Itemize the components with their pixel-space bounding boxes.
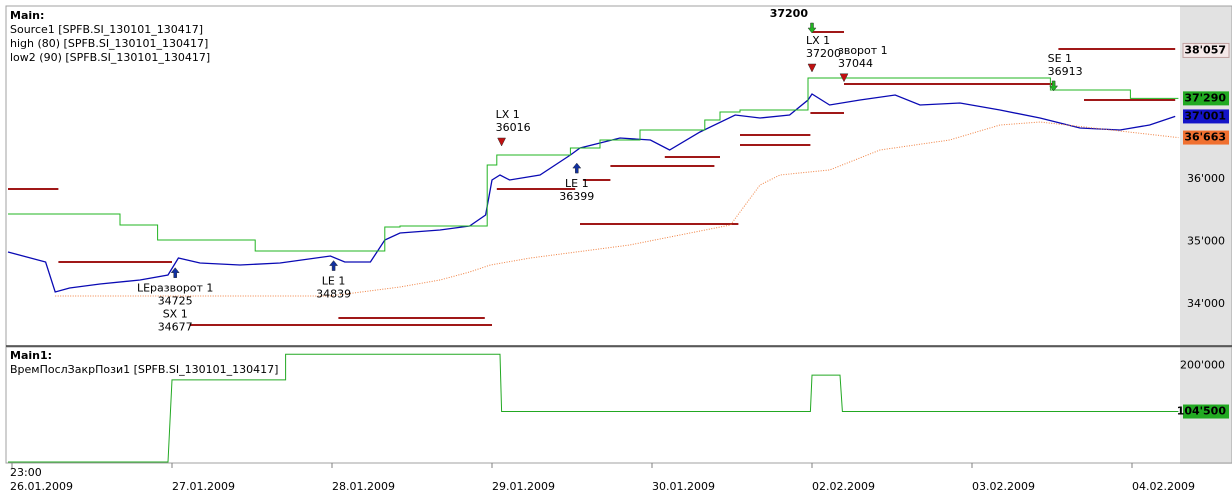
series-line <box>8 353 1179 463</box>
price-label-box <box>1183 91 1229 106</box>
price-label: 37'001 <box>1184 109 1226 122</box>
signal-label: LE 1 <box>322 275 346 288</box>
price-label: 36'663 <box>1184 131 1226 144</box>
signal-arrow <box>807 22 817 34</box>
x-tick-label: 04.02.2009 <box>1132 480 1195 493</box>
series-line <box>7 93 1176 293</box>
price-axis-panel <box>1180 6 1232 464</box>
price-label: 104'500 <box>1177 405 1227 418</box>
x-tick-label: 30.01.2009 <box>652 480 715 493</box>
price-label-box <box>1183 130 1229 145</box>
signal-arrow <box>572 162 582 174</box>
signal-label: зворот 1 <box>838 44 888 57</box>
signal-arrow <box>839 73 849 83</box>
panel-title: Main1: <box>10 349 52 362</box>
plot <box>7 22 1179 463</box>
labels: 34'000 35'000 36'000 Source1 [SPFB.SI_13010… <box>10 7 1230 493</box>
signal-arrow <box>1049 80 1059 92</box>
x-tick-label: 29.01.2009 <box>492 480 555 493</box>
x-tick-label: 28.01.2009 <box>332 480 395 493</box>
signal-arrow <box>807 63 817 73</box>
x-tick-label: 03.02.2009 <box>972 480 1035 493</box>
signal-label: LE 1 <box>565 177 589 190</box>
price-label-box <box>1183 404 1229 419</box>
signal-label: LEразворот 1 <box>137 282 213 295</box>
signal-label: 36016 <box>496 121 531 134</box>
signal-label: 36399 <box>559 190 594 203</box>
legend-entry: low2 (90) [SPFB.SI_130101_130417] <box>10 51 210 64</box>
lower-panel-frame <box>5 346 1232 464</box>
signal-label: 36913 <box>1048 65 1083 78</box>
legend-entry: ВремПослЗакрПози1 [SPFB.SI_130101_130417… <box>10 363 278 376</box>
legend-entry: high (80) [SPFB.SI_130101_130417] <box>10 37 208 50</box>
x-tick-label: 02.02.2009 <box>812 480 875 493</box>
x-tick-label: 26.01.2009 <box>10 480 73 493</box>
signal-label: 34677 <box>158 321 193 334</box>
signal-label: SE 1 <box>1048 52 1072 65</box>
signal-label: 37200 <box>770 7 809 20</box>
y-tick-label: 200'000 <box>1180 358 1225 371</box>
signal-arrow <box>497 137 507 147</box>
y-tick-label: 34'000 <box>1187 297 1225 310</box>
time-label: 23:00 <box>10 466 42 479</box>
price-label: 37'290 <box>1184 91 1226 104</box>
signal-label: LX 1 <box>496 108 520 121</box>
panel-title: Main: <box>10 9 44 22</box>
signal-label: 37200 <box>806 47 841 60</box>
signal-label: SX 1 <box>163 308 188 321</box>
signal-arrow <box>329 260 339 271</box>
price-label-box <box>1183 109 1229 124</box>
signal-label: 34839 <box>316 288 351 301</box>
signal-label: 34725 <box>158 295 193 308</box>
legend-entry: Source1 [SPFB.SI_130101_130417] <box>10 23 203 36</box>
price-label-box <box>1182 42 1230 58</box>
y-tick-label: 35'000 <box>1187 235 1225 248</box>
signal-arrow <box>170 267 180 278</box>
x-tick-label: 27.01.2009 <box>172 480 235 493</box>
y-tick-label: 36'000 <box>1187 172 1225 185</box>
price-label: 38'057 <box>1184 43 1226 56</box>
signal-label: 37044 <box>838 57 873 70</box>
series-line <box>8 77 1179 252</box>
signal-label: LX 1 <box>806 34 830 47</box>
